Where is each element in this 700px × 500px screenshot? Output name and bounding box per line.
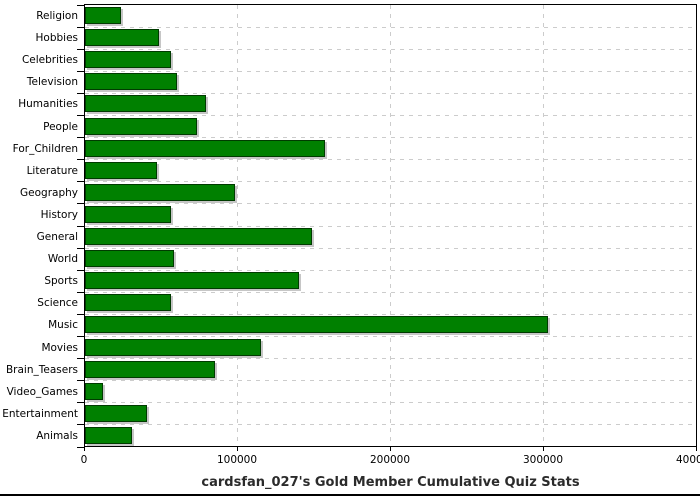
category-label: Entertainment <box>2 408 78 420</box>
gridline-horizontal <box>85 181 696 182</box>
bar <box>85 206 171 223</box>
bar <box>85 316 548 333</box>
bar <box>85 383 103 400</box>
category-label: Science <box>37 297 78 309</box>
category-tick-mark <box>77 314 84 315</box>
category-tick-mark <box>77 27 84 28</box>
bar <box>85 405 147 422</box>
bar <box>85 73 177 90</box>
gridline-horizontal <box>85 71 696 72</box>
bar <box>85 184 235 201</box>
gridline-vertical <box>237 5 238 446</box>
category-tick-mark <box>77 181 84 182</box>
category-tick-mark <box>77 115 84 116</box>
gridline-horizontal <box>85 292 696 293</box>
gridline-horizontal <box>85 203 696 204</box>
bottom-rule <box>0 494 700 496</box>
x-tick-label: 100000 <box>216 454 258 466</box>
bar <box>85 250 174 267</box>
gridline-horizontal <box>85 248 696 249</box>
gridline-horizontal <box>85 49 696 50</box>
category-tick-mark <box>77 203 84 204</box>
category-label: Geography <box>20 187 78 199</box>
value-tick-mark <box>696 447 697 451</box>
bar <box>85 29 159 46</box>
category-label: Television <box>26 76 78 88</box>
category-label: Brain_Teasers <box>5 364 78 376</box>
bar <box>85 339 261 356</box>
category-label: Movies <box>41 342 78 354</box>
category-label: Literature <box>26 165 78 177</box>
category-tick-mark <box>77 137 84 138</box>
value-tick-mark <box>390 447 391 451</box>
category-label: Video_Games <box>6 386 78 398</box>
bar <box>85 361 215 378</box>
gridline-vertical <box>543 5 544 446</box>
category-tick-mark <box>77 49 84 50</box>
x-tick-label: 200000 <box>369 454 411 466</box>
bar <box>85 162 157 179</box>
gridline-vertical <box>390 5 391 446</box>
category-tick-mark <box>77 292 84 293</box>
value-tick-mark <box>237 447 238 451</box>
category-tick-mark <box>77 447 84 448</box>
gridline-horizontal <box>85 336 696 337</box>
category-tick-mark <box>77 336 84 337</box>
bar <box>85 228 312 245</box>
gridline-horizontal <box>85 159 696 160</box>
category-tick-mark <box>77 424 84 425</box>
gridline-horizontal <box>85 137 696 138</box>
gridline-horizontal <box>85 270 696 271</box>
gridline-horizontal <box>85 93 696 94</box>
bar <box>85 294 171 311</box>
category-label: Humanities <box>18 98 78 110</box>
x-tick-label: 300000 <box>522 454 564 466</box>
bar <box>85 118 197 135</box>
chart-title: cardsfan_027's Gold Member Cumulative Qu… <box>201 475 580 490</box>
category-tick-mark <box>77 402 84 403</box>
category-label: Music <box>48 319 78 331</box>
category-label: Hobbies <box>35 32 79 44</box>
category-tick-mark <box>77 380 84 381</box>
gridline-horizontal <box>85 424 696 425</box>
bar <box>85 140 325 157</box>
gridline-horizontal <box>85 402 696 403</box>
category-tick-mark <box>77 248 84 249</box>
x-tick-label: 0 <box>80 454 88 466</box>
category-label: History <box>40 209 78 221</box>
gridline-horizontal <box>85 226 696 227</box>
bar <box>85 427 132 444</box>
category-tick-mark <box>77 5 84 6</box>
category-label: World <box>47 253 78 265</box>
x-tick-label: 400000 <box>675 454 700 466</box>
category-tick-mark <box>77 93 84 94</box>
category-label: For_Children <box>12 143 78 155</box>
category-label: Celebrities <box>21 54 78 66</box>
category-label: Religion <box>36 10 78 22</box>
category-tick-mark <box>77 270 84 271</box>
gridline-horizontal <box>85 358 696 359</box>
gridline-horizontal <box>85 314 696 315</box>
bar <box>85 95 206 112</box>
category-label: General <box>36 231 78 243</box>
gridline-horizontal <box>85 380 696 381</box>
category-tick-mark <box>77 226 84 227</box>
value-tick-mark <box>543 447 544 451</box>
gridline-horizontal <box>85 115 696 116</box>
category-label: Sports <box>44 275 78 287</box>
category-label: People <box>43 121 78 133</box>
category-tick-mark <box>77 358 84 359</box>
value-tick-mark <box>84 447 85 451</box>
bar <box>85 272 299 289</box>
gridline-horizontal <box>85 27 696 28</box>
bar <box>85 7 121 24</box>
category-tick-mark <box>77 159 84 160</box>
bar <box>85 51 171 68</box>
category-tick-mark <box>77 71 84 72</box>
category-label: Animals <box>36 430 78 442</box>
